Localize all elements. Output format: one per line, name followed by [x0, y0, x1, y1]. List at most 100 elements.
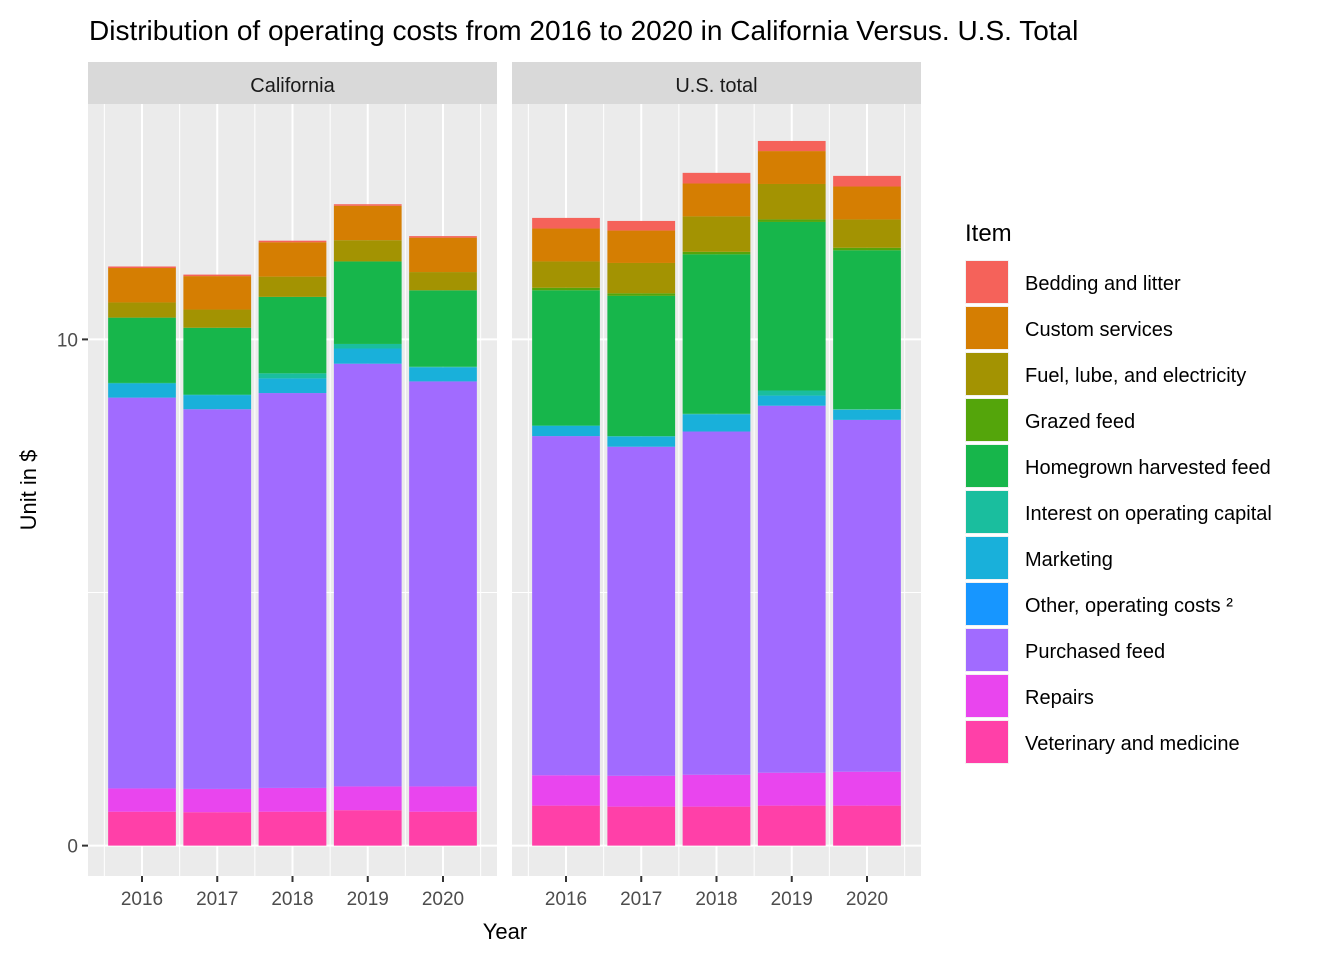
legend-label: Bedding and litter — [1025, 273, 1181, 295]
bar-segment — [108, 383, 176, 398]
legend-item: Custom services — [965, 306, 1173, 350]
y-tick-label: 0 — [67, 837, 78, 858]
x-tick-label: 2020 — [422, 889, 464, 910]
bar-segment — [333, 810, 402, 846]
legend-item: Veterinary and medicine — [965, 720, 1240, 764]
bar-segment — [607, 230, 676, 263]
bar-segment — [682, 806, 751, 846]
legend-item: Grazed feed — [965, 398, 1135, 442]
bar-stack-2018 — [258, 240, 327, 846]
bar-segment — [108, 382, 176, 384]
bar-segment — [532, 775, 600, 806]
bar-segment — [607, 220, 676, 231]
bar-segment — [757, 183, 826, 220]
bar-segment — [183, 788, 252, 813]
bar-stack-2017 — [183, 274, 252, 846]
legend-label: Marketing — [1025, 549, 1113, 571]
bar-segment — [607, 295, 676, 437]
bar-segment — [333, 343, 402, 349]
bar-segment — [409, 236, 477, 238]
bar-segment — [183, 409, 252, 789]
bar-segment — [333, 204, 402, 206]
legend-title: Item — [965, 220, 1012, 247]
bar-segment — [757, 219, 826, 222]
bar-segment — [409, 367, 477, 382]
legend-label: Purchased feed — [1025, 641, 1165, 663]
bar-stack-2020 — [833, 175, 901, 846]
bar-segment — [532, 228, 600, 262]
bar-segment — [833, 219, 901, 248]
bar-segment — [607, 446, 676, 776]
bar-segment — [682, 774, 751, 807]
bar-segment — [409, 786, 477, 812]
legend-label: Grazed feed — [1025, 411, 1135, 433]
legend-label: Fuel, lube, and electricity — [1025, 365, 1246, 387]
bar-segment — [532, 436, 600, 776]
bar-segment — [108, 317, 176, 383]
bar-segment — [833, 247, 901, 251]
bar-segment — [757, 395, 826, 406]
bar-segment — [757, 390, 826, 396]
legend-label: Homegrown harvested feed — [1025, 457, 1271, 479]
legend: Item Bedding and litter Custom services Fue… — [965, 220, 1272, 764]
legend-swatch — [966, 307, 1008, 349]
bar-segment — [607, 262, 676, 294]
bar-segment — [333, 205, 402, 241]
legend-swatch — [966, 675, 1008, 717]
panels-layer: California 2016 2017 2018 2019 2020 0 10 U.S. to… — [57, 62, 921, 910]
bar-segment — [108, 811, 176, 846]
y-axis-label: Unit in $ — [16, 450, 41, 531]
legend-label: Custom services — [1025, 319, 1173, 341]
bar-segment — [333, 348, 402, 364]
bar-segment — [833, 409, 901, 410]
bar-stack-2018 — [682, 172, 751, 846]
legend-item: Bedding and litter — [965, 260, 1181, 304]
bar-segment — [833, 771, 901, 806]
bar-segment — [333, 261, 402, 344]
bar-segment — [333, 786, 402, 811]
bar-segment — [183, 812, 252, 846]
bar-segment — [183, 394, 252, 396]
legend-item: Purchased feed — [965, 628, 1165, 672]
bar-segment — [108, 788, 176, 812]
bar-segment — [409, 366, 477, 368]
bar-segment — [682, 254, 751, 414]
bar-segment — [409, 237, 477, 273]
bar-segment — [258, 378, 327, 394]
legend-item: Homegrown harvested feed — [965, 444, 1271, 488]
bar-segment — [757, 772, 826, 806]
legend-swatch — [966, 445, 1008, 487]
panel-strip — [512, 62, 921, 104]
bar-segment — [532, 805, 600, 846]
bar-segment — [183, 309, 252, 328]
bar-segment — [532, 425, 600, 426]
x-axis-label: Year — [483, 919, 527, 944]
legend-item: Fuel, lube, and electricity — [965, 352, 1246, 396]
bar-stack-2016 — [532, 217, 600, 846]
bar-segment — [833, 186, 901, 220]
bar-segment — [183, 276, 252, 310]
legend-swatch — [966, 353, 1008, 395]
x-tick-label: 2019 — [771, 889, 813, 910]
bar-segment — [607, 293, 676, 296]
panel-strip-label: U.S. total — [675, 75, 757, 97]
x-tick-label: 2016 — [545, 889, 587, 910]
bar-stack-2019 — [333, 204, 402, 846]
bar-segment — [108, 266, 176, 269]
bar-segment — [258, 373, 327, 379]
bar-stack-2017 — [607, 220, 676, 846]
bar-segment — [258, 787, 327, 812]
bar-segment — [607, 436, 676, 437]
bar-segment — [607, 775, 676, 807]
legend-item: Interest on operating capital — [965, 490, 1272, 534]
bar-segment — [833, 805, 901, 846]
bar-segment — [258, 811, 327, 846]
bar-segment — [409, 290, 477, 367]
bar-segment — [833, 175, 901, 187]
bar-segment — [757, 221, 826, 391]
legend-label: Interest on operating capital — [1025, 503, 1272, 525]
bar-segment — [757, 151, 826, 184]
bar-segment — [183, 274, 252, 277]
bar-segment — [409, 381, 477, 787]
